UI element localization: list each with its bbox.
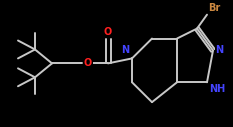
Text: N: N [215,45,223,55]
Text: NH: NH [209,84,225,94]
Text: N: N [121,45,129,55]
Text: Br: Br [208,3,220,13]
Text: O: O [84,58,92,68]
Text: O: O [104,27,112,37]
